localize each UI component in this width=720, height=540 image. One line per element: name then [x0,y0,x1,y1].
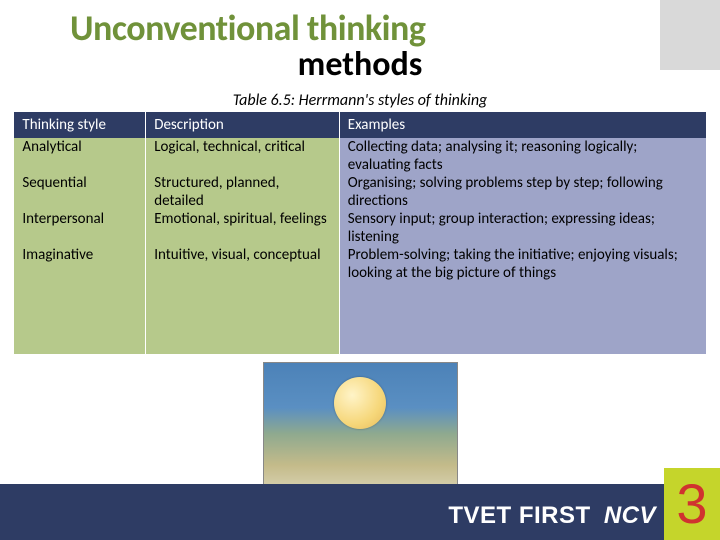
decorative-gray-bar [660,0,720,70]
col-header-style: Thinking style [14,112,145,138]
cell-empty [14,282,145,354]
table-caption: Table 6.5: Herrmann's styles of thinking [0,91,720,110]
cell-ex: Sensory input; group interaction; expres… [339,210,705,246]
brand-ncv: NCV [604,502,656,529]
cell-empty [146,282,340,354]
col-header-examples: Examples [339,112,705,138]
brand-tvet: TVET [448,502,511,529]
nqf-level-badge: 3 [664,468,720,540]
cell-style: Interpersonal [14,210,145,246]
table-row: Interpersonal Emotional, spiritual, feel… [14,210,705,246]
col-header-description: Description [146,112,340,138]
slide: Unconventional thinking methods Table 6.… [0,0,720,540]
table-row: Analytical Logical, technical, critical … [14,138,705,174]
table-header-row: Thinking style Description Examples [14,112,705,138]
cell-empty [339,282,705,354]
cell-style: Imaginative [14,246,145,282]
cell-desc: Intuitive, visual, conceptual [146,246,340,282]
cell-desc: Logical, technical, critical [146,138,340,174]
title-line-2: methods [0,44,720,85]
cell-ex: Collecting data; analysing it; reasoning… [339,138,705,174]
cell-ex: Problem-solving; taking the initiative; … [339,246,705,282]
footer-brand: TVET FIRST NCV [448,502,656,530]
table-tail-row [14,282,705,354]
cell-desc: Emotional, spiritual, feelings [146,210,340,246]
cell-style: Analytical [14,138,145,174]
nqf-level-number: 3 [676,476,707,532]
footer-band: TVET FIRST NCV 3 [0,484,720,540]
cell-style: Sequential [14,174,145,210]
cell-desc: Structured, planned, detailed [146,174,340,210]
title-line-1: Unconventional thinking [0,0,720,50]
table-row: Imaginative Intuitive, visual, conceptua… [14,246,705,282]
brand-first: FIRST [519,502,591,529]
cell-ex: Organising; solving problems step by ste… [339,174,705,210]
thinking-styles-table: Thinking style Description Examples Anal… [14,112,705,354]
table-row: Sequential Structured, planned, detailed… [14,174,705,210]
center-image-placeholder [263,362,458,492]
